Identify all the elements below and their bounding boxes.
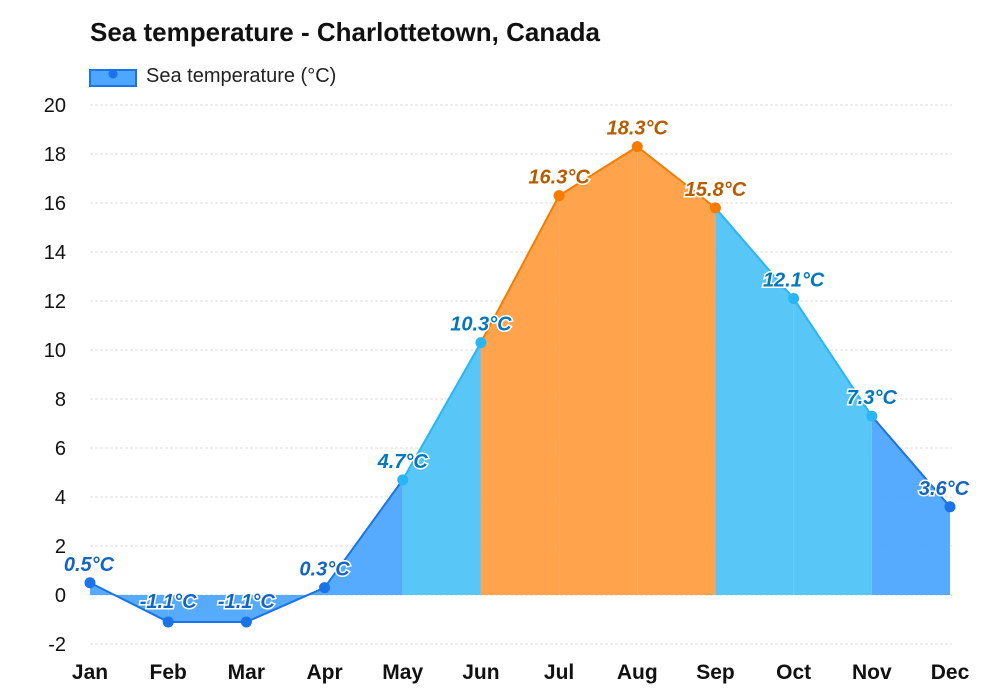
y-tick-label: 14 <box>44 242 66 264</box>
area-segment-sep <box>715 207 794 595</box>
x-tick-label-jun: Jun <box>462 661 499 684</box>
line-segment-jan <box>89 581 169 623</box>
data-label-layer: 0.5°C -1.1°C -1.1°C 0.3°C 4.7°C 10.3°C 16.3°C 1… <box>62 116 971 614</box>
data-point-may[interactable] <box>397 474 409 486</box>
line-segment-nov <box>871 415 951 508</box>
data-label-mar: -1.1°C <box>218 591 275 613</box>
data-point-sep[interactable] <box>709 202 721 214</box>
legend[interactable]: Sea temperature (°C) <box>89 65 336 87</box>
line-segment-jul <box>558 145 638 197</box>
x-tick-label-oct: Oct <box>776 661 811 684</box>
data-label-nov: 7.3°C <box>847 387 898 409</box>
x-tick-label-mar: Mar <box>228 661 265 684</box>
area-segment-apr <box>324 479 403 595</box>
data-label-jul: 16.3°C <box>528 167 590 189</box>
y-tick-label: -2 <box>48 634 66 656</box>
line-segment-apr <box>323 479 404 589</box>
data-label-sep: 15.8°C <box>685 179 747 201</box>
x-tick-label-sep: Sep <box>696 661 735 684</box>
legend-marker <box>108 69 118 79</box>
data-point-jul[interactable] <box>553 190 565 202</box>
line-layer <box>89 145 951 623</box>
data-label-apr: 0.3°C <box>299 559 350 581</box>
y-tick-label: 10 <box>44 340 66 362</box>
y-tick-label: 20 <box>44 95 66 117</box>
y-tick-label: 4 <box>55 487 66 509</box>
data-label-may: 4.7°C <box>377 451 429 473</box>
data-point-aug[interactable] <box>631 141 643 153</box>
data-point-nov[interactable] <box>866 410 878 422</box>
data-label-aug: 18.3°C <box>607 118 669 140</box>
area-segment-nov <box>871 416 950 595</box>
area-segment-jul <box>559 146 638 595</box>
data-point-feb[interactable] <box>162 616 174 628</box>
points-layer <box>84 141 956 628</box>
y-tick-label: 18 <box>44 144 66 166</box>
data-point-mar[interactable] <box>240 616 252 628</box>
x-axis: Jan Feb Mar Apr May Jun Jul Aug Sep Oct Nov Dec <box>72 661 970 684</box>
legend-label: Sea temperature (°C) <box>146 65 336 87</box>
data-point-jan[interactable] <box>84 577 96 589</box>
data-point-jun[interactable] <box>475 337 487 349</box>
x-tick-label-feb: Feb <box>150 661 187 684</box>
y-tick-label: 2 <box>55 536 66 558</box>
data-point-dec[interactable] <box>944 501 956 513</box>
data-point-apr[interactable] <box>319 582 331 594</box>
area-segment-jun <box>480 195 560 595</box>
data-label-feb: -1.1°C <box>140 591 197 613</box>
line-segment-mar <box>245 586 325 623</box>
line-segment-may <box>401 342 482 481</box>
area-segment-may <box>402 342 481 595</box>
y-tick-label: 0 <box>55 585 66 607</box>
y-tick-label: 12 <box>44 291 66 313</box>
line-segment-aug <box>636 145 717 209</box>
y-tick-label: 16 <box>44 193 66 215</box>
x-tick-label-may: May <box>382 661 423 684</box>
x-tick-label-apr: Apr <box>306 661 342 684</box>
area-segment-feb <box>168 595 247 622</box>
x-tick-label-jul: Jul <box>544 661 574 684</box>
x-tick-label-dec: Dec <box>931 661 970 684</box>
area-segment-aug <box>637 146 716 595</box>
x-tick-label-nov: Nov <box>852 661 892 684</box>
data-label-dec: 3.6°C <box>919 478 970 500</box>
x-tick-label-aug: Aug <box>617 661 658 684</box>
area-segment-oct <box>793 298 872 595</box>
line-segment-sep <box>714 207 795 300</box>
data-point-oct[interactable] <box>788 293 800 305</box>
y-axis: -2 0 2 4 6 8 10 12 14 16 18 20 <box>44 95 66 656</box>
line-segment-jun <box>480 195 560 344</box>
y-tick-label: 6 <box>55 438 66 460</box>
data-label-jun: 10.3°C <box>450 314 512 336</box>
area-layer <box>90 146 950 622</box>
data-label-jan: 0.5°C <box>64 554 115 576</box>
data-label-oct: 12.1°C <box>763 270 825 292</box>
line-segment-oct <box>792 297 873 417</box>
x-tick-label-jan: Jan <box>72 661 108 684</box>
y-tick-label: 8 <box>55 389 66 411</box>
chart-title: Sea temperature - Charlottetown, Canada <box>90 17 601 47</box>
